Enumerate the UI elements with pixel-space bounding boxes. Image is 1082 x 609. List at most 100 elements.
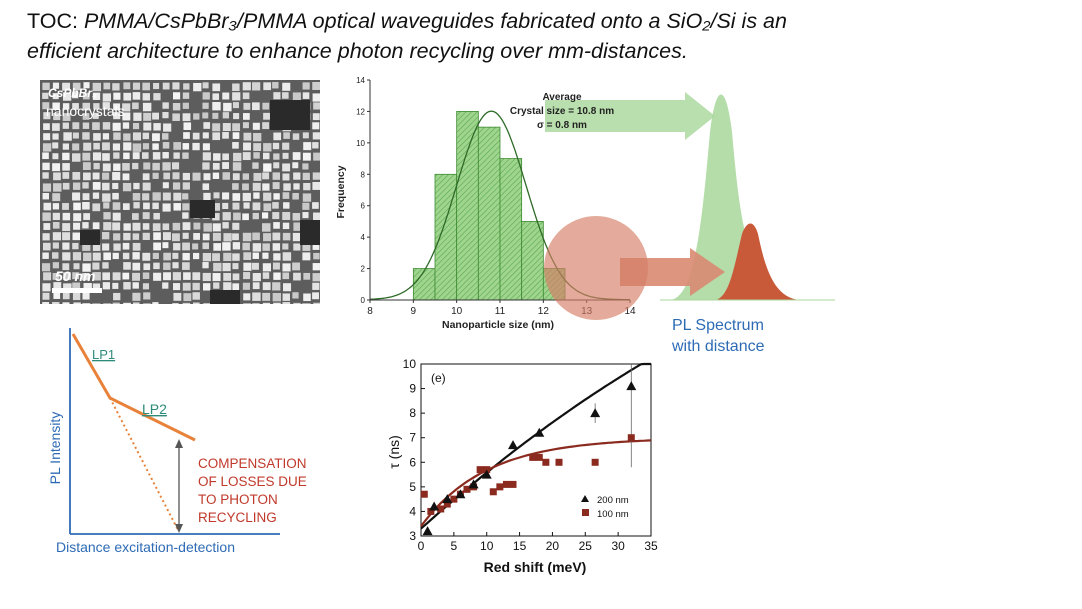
nanocrystal xyxy=(203,223,212,232)
nanocrystal xyxy=(132,152,140,160)
nanocrystal xyxy=(43,112,51,120)
nanocrystal xyxy=(82,102,91,111)
hist-x-tick-label: 10 xyxy=(451,306,463,317)
nanocrystal xyxy=(113,132,121,140)
nanocrystal xyxy=(132,132,141,141)
nanocrystal xyxy=(263,192,272,201)
nanocrystal xyxy=(132,92,141,100)
decay-y-tick-label: 6 xyxy=(409,455,416,469)
nanocrystal xyxy=(172,82,180,90)
nanocrystal xyxy=(112,122,121,131)
data-point-200nm xyxy=(455,489,466,499)
nanocrystal xyxy=(172,92,181,100)
nanocrystal xyxy=(142,223,150,230)
nanocrystal xyxy=(273,272,281,280)
nanocrystal xyxy=(122,103,131,112)
green-arrow xyxy=(545,92,715,140)
nanocrystal xyxy=(62,143,70,150)
decay-ylabel: τ (ns) xyxy=(386,435,402,469)
nanocrystal xyxy=(232,173,240,181)
data-point-100nm xyxy=(542,458,550,466)
nanocrystal xyxy=(152,302,159,304)
nanocrystal xyxy=(302,202,310,210)
nanocrystal xyxy=(62,92,72,101)
nanocrystal xyxy=(272,232,281,241)
nanocrystal xyxy=(162,192,171,201)
nanocrystal xyxy=(272,243,281,251)
nanocrystal xyxy=(112,143,121,151)
pl-caption-line1: PL Spectrum xyxy=(672,317,764,334)
nanocrystal xyxy=(263,143,272,152)
nanocrystal xyxy=(153,93,161,101)
nanocrystal xyxy=(72,153,81,162)
compensation-line3: TO PHOTON xyxy=(198,492,278,507)
nanocrystal xyxy=(112,302,120,304)
nanocrystal xyxy=(193,233,201,240)
nanocrystal xyxy=(42,292,50,300)
nanocrystal xyxy=(252,182,261,191)
data-point-200nm xyxy=(534,427,545,437)
nanocrystal xyxy=(82,242,91,251)
nanocrystal xyxy=(162,112,169,119)
nanocrystal xyxy=(292,213,301,221)
data-point-100nm xyxy=(627,434,635,442)
fit-curve-100nm xyxy=(420,439,652,527)
nanocrystal xyxy=(92,243,101,251)
nanocrystal xyxy=(182,102,189,109)
nanocrystal xyxy=(163,172,171,180)
nanocrystal xyxy=(142,252,151,261)
nanocrystal xyxy=(202,242,209,250)
nanocrystal xyxy=(132,162,139,170)
nanocrystal xyxy=(252,303,260,304)
nanocrystal xyxy=(102,232,110,240)
nanocrystal xyxy=(123,223,131,231)
nanocrystal xyxy=(242,122,249,129)
nanocrystal xyxy=(153,232,161,240)
scale-bar xyxy=(52,288,102,293)
data-point-100nm xyxy=(555,458,563,466)
nanocrystal xyxy=(282,263,291,272)
nanocrystal xyxy=(302,152,311,161)
nanocrystal xyxy=(52,142,59,149)
decay-y-tick-label: 7 xyxy=(409,431,416,445)
nanocrystal xyxy=(242,232,252,242)
nanocrystal xyxy=(283,132,290,139)
data-point-100nm xyxy=(420,490,428,498)
nanocrystal xyxy=(52,272,60,280)
nanocrystal xyxy=(252,122,260,130)
data-point-200nm xyxy=(442,494,453,504)
nanocrystal xyxy=(172,233,180,242)
nanocrystal xyxy=(122,252,130,260)
lp1-dotted-extension xyxy=(109,397,179,531)
nanocrystal xyxy=(312,243,320,250)
nanocrystal xyxy=(123,232,131,241)
nanocrystal xyxy=(152,223,161,231)
nanocrystal xyxy=(92,262,100,270)
nanocrystal xyxy=(143,303,151,304)
nanocrystal xyxy=(293,183,300,190)
nanocrystal xyxy=(142,143,150,150)
nanocrystal xyxy=(223,252,232,262)
nanocrystal xyxy=(92,192,100,199)
nanocrystal xyxy=(252,232,260,241)
nanocrystal xyxy=(133,202,140,209)
nanocrystal xyxy=(112,272,121,281)
legend-100nm-marker xyxy=(582,509,589,516)
nanocrystal xyxy=(262,302,271,304)
nanocrystal xyxy=(243,272,251,280)
nanocrystal xyxy=(102,142,110,151)
nanocrystal xyxy=(73,222,81,230)
nanocrystal xyxy=(152,202,159,210)
nanocrystal xyxy=(92,92,101,100)
nanocrystal xyxy=(102,122,111,130)
nanocrystal xyxy=(122,203,130,210)
nanocrystal xyxy=(143,122,152,131)
nanocrystal xyxy=(123,152,130,160)
nanocrystal xyxy=(172,172,180,180)
nanocrystal xyxy=(112,202,121,210)
nanocrystal xyxy=(183,293,192,302)
nanocrystal xyxy=(203,283,211,291)
nanocrystal xyxy=(163,272,171,281)
nanocrystal xyxy=(232,202,240,210)
nanocrystal xyxy=(93,103,100,110)
